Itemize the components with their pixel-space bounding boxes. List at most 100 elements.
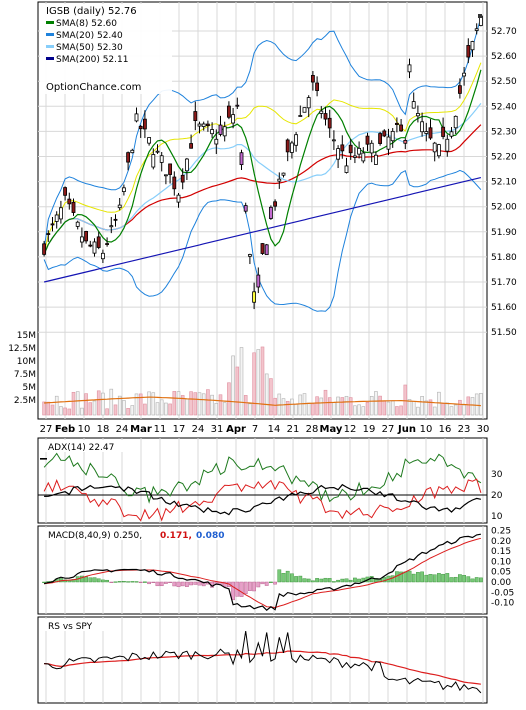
volume-bar (327, 397, 332, 416)
macd-tick-label: -0.05 (491, 588, 514, 598)
legend-label: SMA(50) 52.30 (56, 43, 123, 53)
candle-body (147, 137, 152, 144)
price-tick-label: 52.00 (491, 203, 517, 213)
macd-lines (42, 533, 483, 612)
volume-bar (256, 349, 261, 416)
volume-bar (214, 402, 219, 416)
volume-bar (361, 406, 366, 416)
volume-bar (285, 401, 290, 416)
volume-bar (67, 408, 72, 416)
macd-hist-bar (462, 575, 466, 583)
volume-bar (105, 408, 109, 416)
adx-tick-label: 10 (491, 512, 503, 522)
legend-swatch (46, 33, 54, 36)
volume-bar (386, 401, 391, 416)
candle-body (424, 131, 429, 134)
volume-bar (143, 403, 147, 416)
x-tick-labels: 27 Feb 10 18 24 Mar 11 17 24 31 Apr 7 14 21 28 May 12 19 2… (40, 424, 490, 435)
candle-body (163, 174, 168, 177)
candle-body (457, 85, 462, 94)
volume-bar (180, 395, 185, 416)
macd-hist-bar (479, 577, 483, 583)
macd-hist-bar (42, 581, 46, 584)
macd-hist-bar (273, 581, 277, 585)
macd-hist-bar (407, 570, 412, 583)
x-tick-label: 27 (382, 424, 395, 435)
macd-hist-bar (453, 576, 458, 583)
macd-hist-bar (151, 581, 156, 584)
volume-bar (239, 347, 244, 416)
volume-bar (117, 395, 122, 416)
macd-hist-bar (428, 574, 433, 583)
price-tick-label: 51.90 (491, 228, 517, 238)
volume-bar (294, 403, 298, 416)
candle-body (176, 194, 181, 203)
adx-panel (37, 437, 488, 524)
candle-body (75, 221, 80, 227)
volume-bar (80, 407, 84, 416)
volume-tick-label: 2.5M (14, 396, 36, 406)
macd-hist-bar (231, 581, 235, 601)
macd-hist-bar (243, 581, 248, 595)
sma-lines (43, 69, 482, 283)
volume-bar (269, 378, 273, 416)
macd-hist-bar (147, 581, 151, 585)
candle-body (441, 126, 446, 137)
price-tick-label: 52.40 (491, 102, 517, 112)
x-tick-label: 17 (173, 424, 186, 435)
macd-hist-bar (185, 581, 189, 587)
volume-bar (159, 399, 164, 416)
macd-hist-bar (159, 581, 164, 587)
candle-body (294, 134, 299, 146)
x-tick-label: 7 (252, 424, 258, 435)
volume-bar (101, 392, 105, 416)
x-tick-label: 16 (439, 424, 452, 435)
macd-hist-bar (113, 581, 118, 583)
macd-hist-bar (353, 577, 357, 583)
adx-line (44, 483, 482, 516)
candle-body (84, 231, 89, 242)
volume-bar (365, 402, 370, 416)
x-tick-label: 24 (116, 424, 129, 435)
macd-hist-bar (294, 576, 298, 583)
volume-bar (151, 392, 156, 416)
macd-hist-bar (172, 581, 177, 587)
volume-bar (109, 388, 114, 416)
adx-lines (43, 452, 482, 522)
macd-hist-bar (143, 581, 147, 583)
volume-bar (470, 397, 475, 416)
candle-body (88, 244, 93, 247)
macd-hist-bar (277, 569, 282, 583)
volume-bar (185, 398, 189, 416)
adx-label-bg (40, 440, 124, 452)
volume-bar (172, 391, 177, 416)
candle-body (184, 158, 189, 172)
candle-body (205, 123, 210, 126)
candle-body (357, 147, 362, 155)
candle-body (386, 136, 391, 150)
candle-body (92, 241, 97, 254)
candle-body (445, 138, 450, 152)
candle-body (193, 111, 198, 122)
volume-bar (273, 397, 277, 416)
x-tick-label: 18 (97, 424, 110, 435)
volume-bar (298, 394, 303, 416)
adx-label: ADX(14) 22.47 (48, 443, 114, 453)
candle-body (369, 142, 374, 154)
volume-bar (416, 406, 420, 416)
macd-hist-bar (264, 581, 269, 586)
volume-bar (59, 406, 63, 416)
candle-body (58, 207, 63, 220)
macd-hist-bar (260, 581, 265, 585)
volume-bar (164, 402, 168, 416)
volume-bar (227, 382, 231, 416)
volume-bar (46, 401, 51, 416)
macd-hist-bar (92, 577, 97, 583)
macd-hist-bar (134, 581, 139, 583)
volume-bar (357, 404, 361, 416)
volume-bar (340, 397, 345, 416)
macd-hist-bar (474, 577, 479, 583)
candle-body (394, 122, 399, 125)
macd-hist-bar (164, 581, 168, 584)
candle-body (105, 243, 110, 245)
